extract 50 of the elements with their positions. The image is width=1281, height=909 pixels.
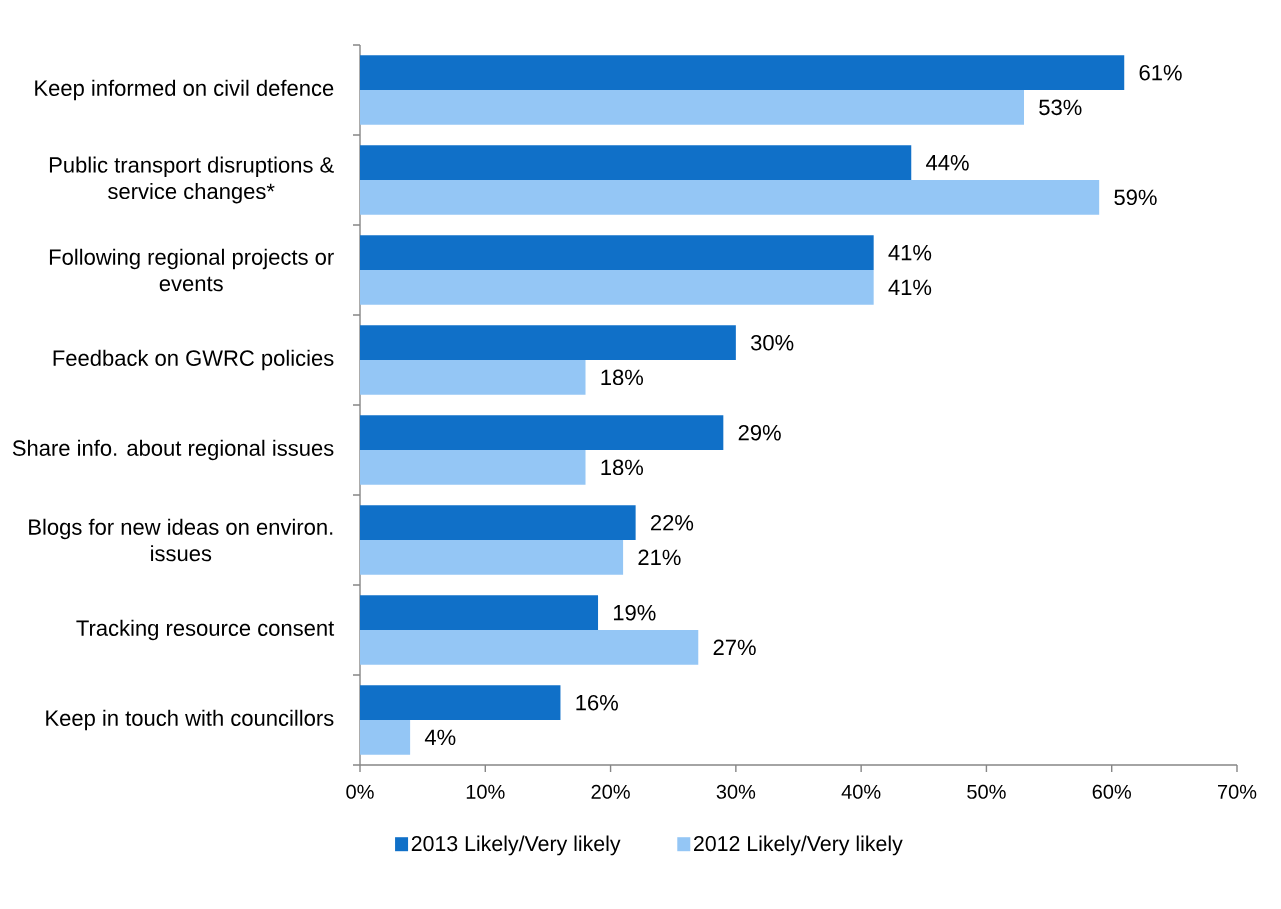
- x-tick-label: 10%: [466, 784, 505, 799]
- data-label: 29%: [738, 424, 781, 441]
- y-tick-label: Keep informed on civil defence: [35, 79, 334, 101]
- x-tick-label: 30%: [716, 784, 756, 799]
- bar: [360, 540, 624, 575]
- data-label: 61%: [1139, 64, 1182, 81]
- legend-label: 2012 Likely/Very likely: [694, 835, 903, 856]
- y-tick-label: Feedback on GWRC policies: [53, 349, 334, 371]
- y-tick-label: Public transport disruptions & service changes*: [49, 156, 334, 204]
- bar: [360, 180, 1100, 215]
- y-tick-label: Following regional projects or events: [49, 248, 334, 292]
- bar: [360, 325, 736, 361]
- data-label: 41%: [888, 279, 932, 296]
- y-tick-label: Share info. about regional issues: [12, 439, 334, 461]
- y-tick-label: Blogs for new ideas on environ. issues: [29, 518, 333, 562]
- bar: [360, 720, 411, 755]
- data-label: 53%: [1039, 99, 1082, 116]
- data-label: 27%: [713, 639, 756, 656]
- bar: [360, 415, 724, 451]
- data-label: 41%: [888, 244, 932, 261]
- bar: [360, 55, 1125, 91]
- x-tick-label: 50%: [967, 784, 1006, 799]
- bar: [360, 595, 599, 631]
- data-label: 16%: [576, 694, 618, 711]
- data-label: 19%: [613, 604, 656, 621]
- data-label: 4%: [424, 729, 456, 746]
- x-tick-label: 40%: [841, 784, 881, 799]
- bar: [360, 235, 874, 271]
- data-label: 18%: [601, 369, 644, 386]
- y-tick-label: Keep in touch with councillors: [46, 709, 334, 731]
- bar: [360, 145, 912, 181]
- y-tick-label: Tracking resource consent: [76, 619, 335, 641]
- bar: [360, 360, 586, 395]
- data-label: 21%: [638, 549, 681, 566]
- x-tick-label: 60%: [1092, 784, 1131, 799]
- bar: [360, 685, 561, 721]
- data-label: 59%: [1114, 189, 1157, 206]
- data-label: 44%: [926, 155, 969, 171]
- x-tick-label: 70%: [1218, 784, 1257, 799]
- bar: [360, 90, 1025, 125]
- bar: [360, 270, 874, 305]
- bar: [360, 505, 636, 541]
- data-label: 18%: [601, 459, 644, 476]
- bar: [360, 450, 586, 485]
- bar: [360, 630, 699, 665]
- data-label: 30%: [750, 334, 794, 351]
- data-label: 22%: [651, 514, 694, 531]
- legend-label: 2013 Likely/Very likely: [411, 835, 621, 856]
- x-tick-label: 0%: [346, 784, 374, 799]
- x-tick-label: 20%: [591, 784, 630, 799]
